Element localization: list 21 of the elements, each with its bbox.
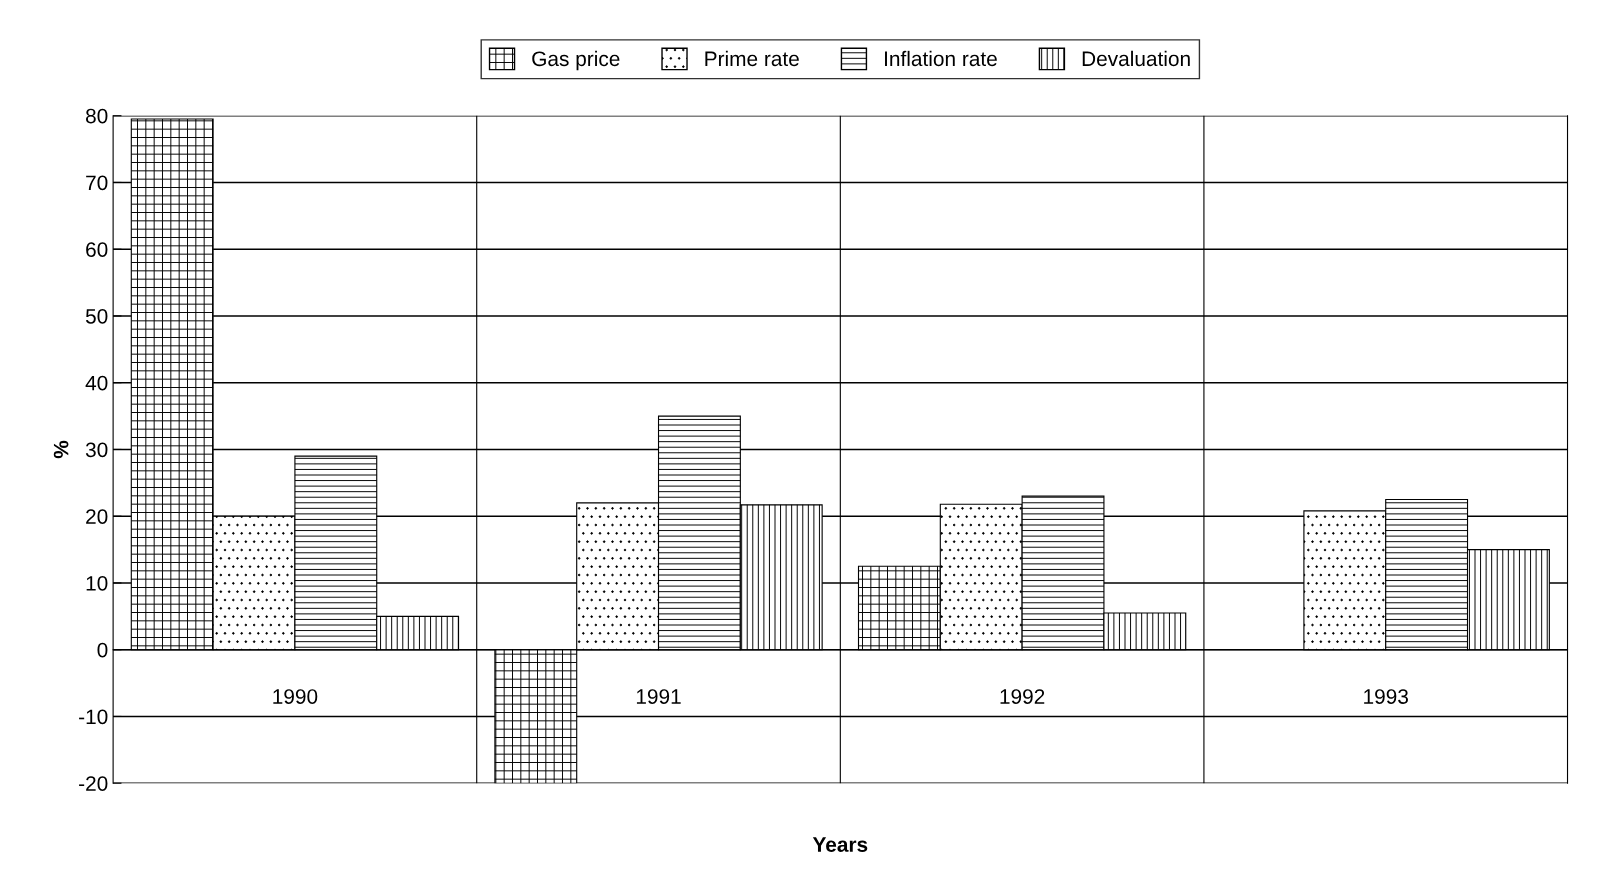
x-axis-title: Years [812,837,868,852]
y-tick-label: -20 [79,776,108,791]
legend-label: Prime rate [705,50,799,67]
y-tick-label: 10 [86,575,108,591]
y-tick-label: 30 [85,442,108,458]
legend-label: Devaluation [1082,50,1190,67]
y-tick-label: 20 [86,509,108,524]
x-tick-label: 1993 [1364,689,1408,704]
y-tick-label: 0 [97,642,108,658]
legend-label: Inflation rate [885,50,997,67]
y-tick-label: 50 [85,308,108,324]
x-tick-label: 1992 [1000,689,1045,704]
legend-label: Gas price [532,50,620,71]
x-tick-label: 1990 [273,689,318,704]
y-axis-title: % [53,440,69,459]
y-tick-label: 70 [86,175,108,191]
y-tick-label: 40 [85,375,108,391]
y-tick-label: -10 [79,709,108,725]
y-tick-label: 60 [86,242,108,257]
x-tick-label: 1991 [636,689,681,704]
y-tick-label: 80 [85,108,108,124]
